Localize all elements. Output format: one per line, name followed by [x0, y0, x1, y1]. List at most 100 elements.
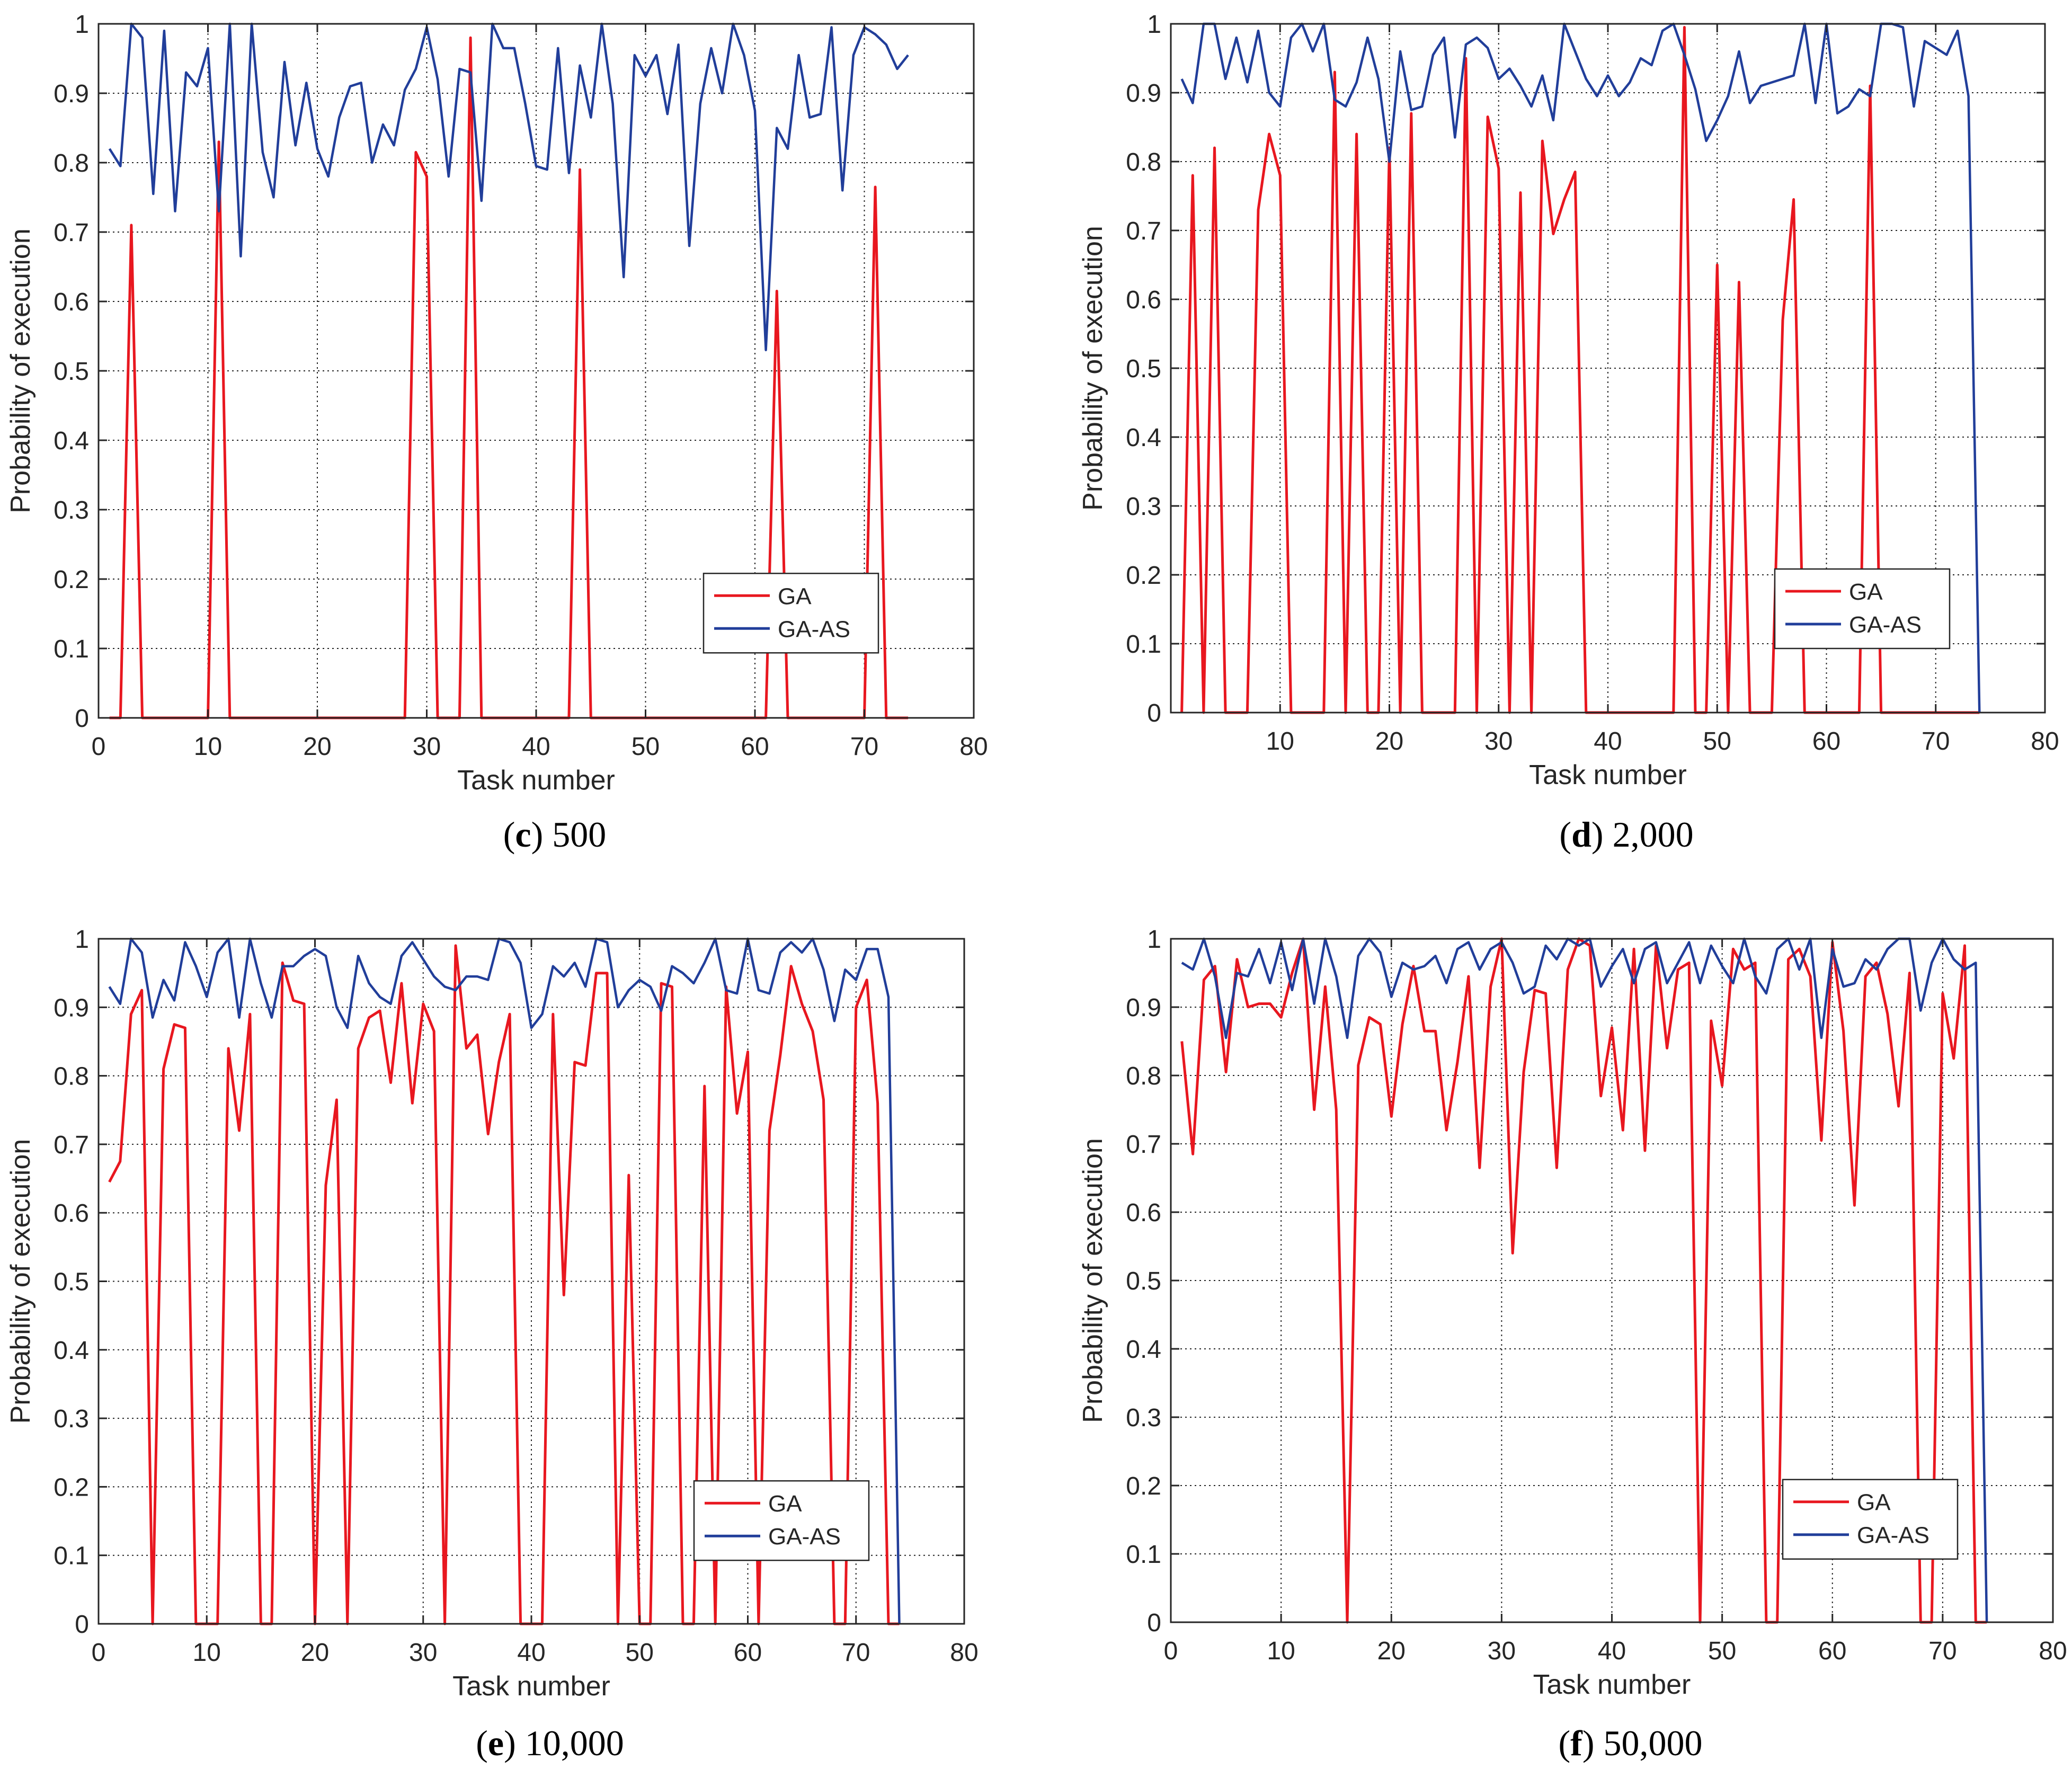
- y-tick-label: 1: [1147, 11, 1161, 39]
- y-tick-label: 1: [75, 11, 89, 39]
- x-tick-label: 60: [1812, 727, 1840, 755]
- x-tick-label: 0: [1164, 1637, 1178, 1665]
- x-tick-label: 40: [1598, 1637, 1626, 1665]
- legend-label-ga: GA: [1857, 1490, 1891, 1516]
- legend-box: [1782, 1479, 1959, 1560]
- y-tick-label: 0.8: [1126, 148, 1161, 176]
- panel-caption: (f) 50,000: [1559, 1723, 1703, 1763]
- y-tick-label: 0.2: [1126, 1472, 1161, 1500]
- panel-f: 0 10 20 30 40 50 60 70 80 0 0.1 0.2 0.3 0.4 0.5 0.6 0.7 0…: [1078, 926, 2067, 1763]
- y-tick-label: 0.3: [54, 1405, 89, 1433]
- y-tick-label: 0.9: [54, 80, 89, 108]
- y-tick-label: 0.5: [1126, 1267, 1161, 1295]
- y-tick-label: 0.1: [1126, 630, 1161, 659]
- x-tick-label: 80: [950, 1639, 978, 1667]
- y-tick-label: 0.4: [54, 1337, 89, 1365]
- y-tick-label: 0.6: [1126, 1199, 1161, 1227]
- y-tick-label: 0.6: [1126, 286, 1161, 314]
- legend-label-ga-as: GA-AS: [768, 1524, 841, 1550]
- y-tick-label: 0.3: [54, 496, 89, 524]
- x-tick-label: 70: [1928, 1637, 1957, 1665]
- x-tick-label: 20: [301, 1639, 329, 1667]
- x-tick-label: 20: [1375, 727, 1403, 755]
- y-tick-label: 0.7: [54, 219, 89, 247]
- x-tick-label: 70: [850, 733, 878, 761]
- series-line-ga-as: [1181, 937, 1988, 1623]
- y-tick-label: 0.1: [1126, 1541, 1161, 1569]
- legend-label-ga: GA: [1849, 579, 1883, 605]
- x-tick-label: 80: [2039, 1637, 2067, 1665]
- y-tick-label: 0.5: [54, 358, 89, 386]
- y-tick-label: 0.9: [54, 994, 89, 1022]
- legend-label-ga: GA: [778, 583, 812, 609]
- series-line-ga-as: [1180, 22, 1981, 713]
- y-tick-label: 0.5: [1126, 355, 1161, 383]
- legend: GA GA-AS: [1774, 568, 1951, 650]
- series-line-ga-as: [108, 22, 909, 351]
- x-tick-label: 50: [1708, 1637, 1736, 1665]
- x-axis-label: Task number: [1533, 1669, 1691, 1700]
- x-tick-label: 10: [193, 1639, 221, 1667]
- y-tick-label: 0.1: [54, 1542, 89, 1570]
- panel-d: 10 20 30 40 50 60 70 80 0 0.1 0.2 0.3 0.4 0.5 0.6 0.7 0.…: [1078, 11, 2059, 855]
- caption-letter: e: [488, 1723, 504, 1763]
- y-tick-label: 0.4: [1126, 424, 1161, 452]
- y-axis-label: Probability of execution: [5, 228, 36, 513]
- y-tick-label: 0.7: [1126, 217, 1161, 245]
- y-tick-label: 0.8: [54, 1063, 89, 1091]
- caption-value: 50,000: [1603, 1723, 1702, 1763]
- y-tick-label: 0: [75, 705, 89, 733]
- caption-value: 500: [552, 814, 606, 855]
- y-tick-label: 0.1: [54, 635, 89, 663]
- x-tick-label: 20: [1377, 1637, 1406, 1665]
- x-axis-label: Task number: [457, 765, 615, 796]
- y-axis-label: Probability of execution: [5, 1139, 36, 1424]
- x-tick-label: 30: [413, 733, 441, 761]
- x-tick-label: 60: [734, 1639, 762, 1667]
- y-tick-label: 0: [75, 1611, 89, 1639]
- y-tick-label: 1: [1147, 926, 1161, 954]
- x-tick-label: 0: [92, 1639, 106, 1667]
- y-axis-label: Probability of execution: [1078, 1138, 1108, 1423]
- series-line-ga-as: [108, 937, 901, 1624]
- y-tick-label: 0.2: [1126, 562, 1161, 590]
- x-tick-label: 50: [1703, 727, 1731, 755]
- panel-caption: (d) 2,000: [1559, 814, 1693, 855]
- legend-box: [693, 1480, 870, 1561]
- legend-label-ga-as: GA-AS: [1849, 612, 1922, 638]
- legend: GA GA-AS: [693, 1480, 870, 1561]
- caption-value: 10,000: [525, 1723, 624, 1763]
- legend: GA GA-AS: [702, 573, 879, 654]
- x-tick-label: 10: [1266, 727, 1294, 755]
- x-tick-label: 70: [1922, 727, 1950, 755]
- x-tick-label: 60: [1818, 1637, 1846, 1665]
- x-axis-label: Task number: [452, 1671, 610, 1702]
- y-tick-label: 0.9: [1126, 994, 1161, 1022]
- y-tick-label: 1: [75, 926, 89, 954]
- caption-letter: f: [1570, 1723, 1583, 1763]
- legend-box: [1774, 568, 1951, 650]
- y-tick-label: 0.5: [54, 1268, 89, 1296]
- y-tick-label: 0.8: [54, 149, 89, 177]
- panel-e: 0 10 20 30 40 50 60 70 80 0 0.1 0.2 0.3 0.4 0.5 0.6 0.7 0…: [5, 926, 979, 1763]
- panel-caption: (e) 10,000: [476, 1723, 624, 1763]
- panel-c: 0 10 20 30 40 50 60 70 80 0 0.1 0.2 0.3 0.4 0.5 0.6 0.7 0…: [5, 11, 988, 855]
- x-tick-label: 20: [303, 733, 331, 761]
- y-tick-label: 0: [1147, 1609, 1161, 1637]
- y-tick-label: 0.4: [54, 427, 89, 455]
- legend-label-ga-as: GA-AS: [778, 616, 850, 642]
- y-tick-label: 0.9: [1126, 79, 1161, 108]
- legend-label-ga: GA: [768, 1491, 802, 1517]
- x-tick-label: 40: [522, 733, 550, 761]
- x-tick-label: 0: [92, 733, 106, 761]
- y-tick-label: 0.2: [54, 1473, 89, 1501]
- x-tick-label: 40: [517, 1639, 545, 1667]
- series-line-ga: [108, 944, 900, 1625]
- x-tick-label: 80: [959, 733, 988, 761]
- x-tick-label: 30: [409, 1639, 437, 1667]
- caption-value: 2,000: [1613, 814, 1694, 855]
- x-tick-label: 60: [741, 733, 769, 761]
- x-tick-label: 10: [1267, 1637, 1295, 1665]
- y-tick-label: 0.8: [1126, 1062, 1161, 1090]
- y-tick-label: 0.3: [1126, 493, 1161, 521]
